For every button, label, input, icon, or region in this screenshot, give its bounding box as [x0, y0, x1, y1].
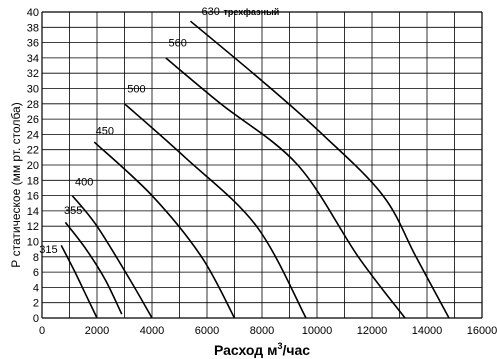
- curve-355: [64, 221, 123, 315]
- y-tick-label: 30: [27, 84, 39, 96]
- curve-label-315: 315: [39, 244, 57, 256]
- x-axis-label-sup: 3: [277, 341, 282, 351]
- curve-315: [60, 244, 98, 319]
- x-tick-label: 16000: [467, 325, 497, 337]
- y-tick-label: 2: [33, 298, 39, 310]
- y-tick-label: 36: [27, 38, 39, 50]
- curve-400: [71, 195, 153, 319]
- y-axis-label: Р статическое (мм рт. столба): [9, 102, 23, 267]
- y-tick-label: 38: [27, 22, 39, 34]
- curve-500: [123, 103, 307, 319]
- x-tick-label: 6000: [195, 325, 219, 337]
- grid: [41, 11, 483, 319]
- y-tick-label: 32: [27, 68, 39, 80]
- curve-label-500: 500: [127, 83, 145, 95]
- y-tick-label: 4: [33, 282, 39, 294]
- y-tick-label: 10: [27, 237, 39, 249]
- x-tick-label: 8000: [250, 325, 274, 337]
- y-tick-label: 14: [27, 206, 39, 218]
- x-axis-label: Расход м3/час: [214, 341, 310, 358]
- y-tick-label: 22: [27, 145, 39, 157]
- y-tick-label: 12: [27, 221, 39, 233]
- y-tick-label: 20: [27, 160, 39, 172]
- x-tick-label: 12000: [357, 325, 388, 337]
- y-tick-label: 28: [27, 99, 39, 111]
- y-tick-label: 16: [27, 191, 39, 203]
- x-tick-labels: 0 2000 4000 6000 8000 10000 12000 14000 16000: [39, 325, 497, 337]
- y-tick-label: 24: [27, 129, 39, 141]
- y-tick-label: 40: [27, 7, 39, 19]
- y-tick-label: 34: [27, 53, 39, 65]
- curve-label-extra-630: трехфазный: [224, 7, 280, 17]
- curve-label-450: 450: [96, 125, 114, 137]
- y-tick-label: 6: [33, 267, 39, 279]
- x-tick-label: 14000: [412, 325, 443, 337]
- curve-560: [165, 57, 406, 319]
- x-axis-label-tail: /час: [282, 342, 310, 358]
- x-axis-label-main: Расход м: [214, 342, 277, 358]
- curve-450: [93, 141, 236, 319]
- y-tick-label: 18: [27, 175, 39, 187]
- curve-label-630: 630: [202, 6, 220, 18]
- y-tick-label: 0: [33, 313, 39, 325]
- x-tick-label: 2000: [85, 325, 109, 337]
- x-tick-label: 0: [39, 325, 45, 337]
- y-tick-label: 26: [27, 114, 39, 126]
- curve-label-400: 400: [75, 177, 93, 189]
- curve-labels: 315 355 400 450 500 560 630 трехфазный: [39, 6, 279, 256]
- x-tick-label: 4000: [140, 325, 164, 337]
- y-tick-label: 8: [33, 252, 39, 264]
- curves: [60, 20, 450, 319]
- x-tick-label: 10000: [302, 325, 333, 337]
- curve-label-560: 560: [169, 37, 187, 49]
- curve-label-355: 355: [64, 205, 82, 217]
- curve-630: [189, 20, 450, 319]
